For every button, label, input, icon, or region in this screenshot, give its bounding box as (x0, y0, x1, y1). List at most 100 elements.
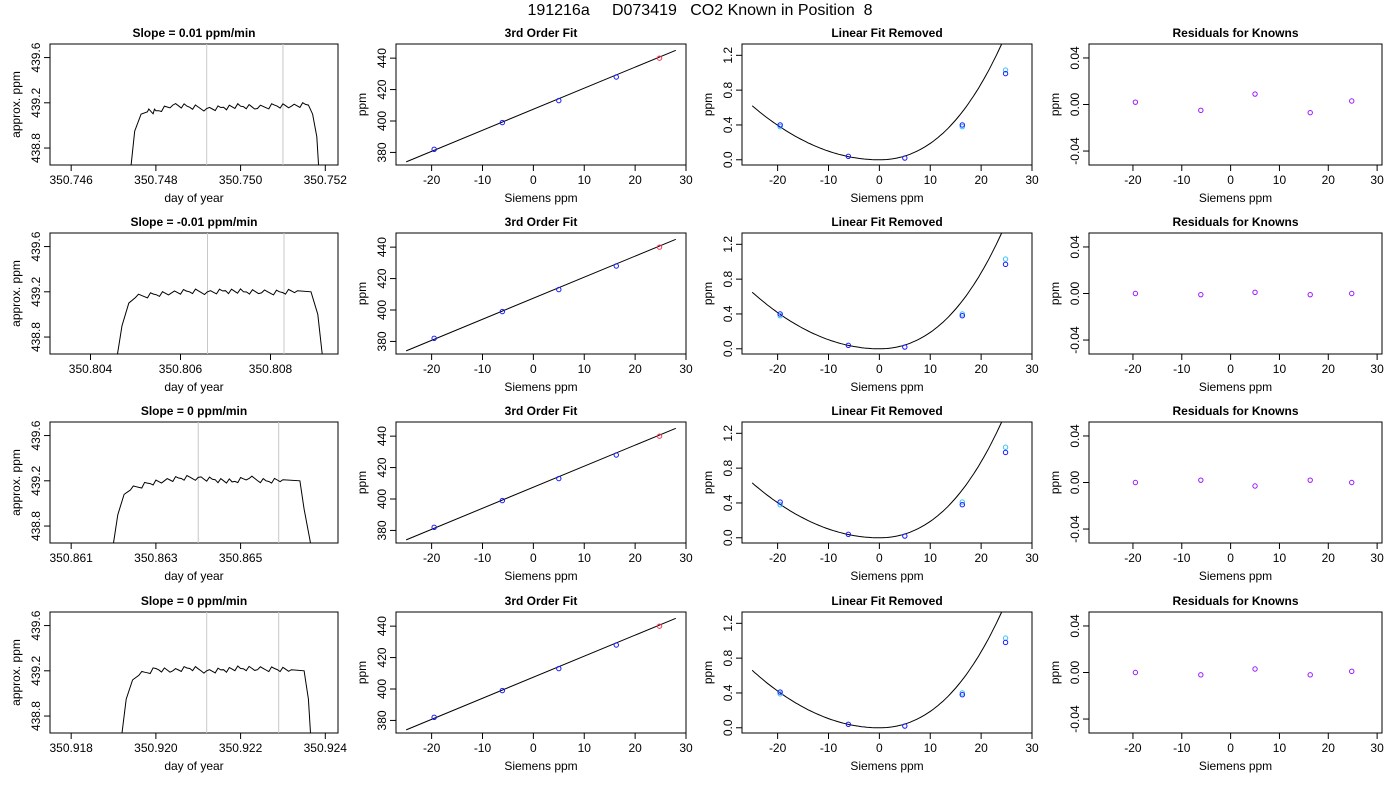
panel-2-timeseries-xlabel: day of year (164, 380, 223, 394)
panel-3-residuals-xtick-label: 30 (1370, 551, 1384, 565)
panel-2-linear_removed-xlabel: Siemens ppm (850, 380, 923, 394)
panel-1-linear_removed-point-alt (777, 123, 783, 130)
panel-4-residuals-ylabel: ppm (1048, 661, 1062, 684)
panel-3-residuals-point (1132, 479, 1139, 486)
panel-3-linear_removed-ytick-label: 0.4 (721, 494, 735, 511)
panel-1-linear_removed-xtick-label: 20 (974, 173, 988, 187)
panel-1-residuals-xtick-label: 30 (1370, 173, 1384, 187)
panel-2-timeseries-series-line (117, 288, 323, 354)
panel-4-timeseries-ytick-label: 439.6 (29, 610, 43, 640)
panel-4-residuals-point (1252, 666, 1258, 672)
panel-4-fit-xtick-label: 10 (578, 741, 592, 755)
panel-4-linear_removed-xlabel: Siemens ppm (850, 759, 923, 773)
panel-3-residuals-ytick-label: 0.00 (1068, 470, 1082, 494)
panel-1-residuals-xtick-label: 20 (1322, 173, 1336, 187)
panel-1-residuals-frame (1088, 43, 1383, 166)
panel-3-residuals-ytick-label: -0.04 (1068, 515, 1082, 543)
panel-4-residuals-xtick-label: 10 (1273, 741, 1287, 755)
panel-2-fit-title: 3rd Order Fit (505, 215, 578, 229)
panel-2-linear_removed-ytick-label: 0.4 (721, 305, 735, 322)
panel-3-linear_removed-point (777, 499, 783, 505)
panel-2-linear_removed-title: Linear Fit Removed (831, 215, 942, 229)
panel-1-residuals-xtick-label: -10 (1173, 173, 1191, 187)
panel-4-linear_removed-xtick-label: 0 (876, 741, 883, 755)
panel-1-fit-xtick-label: -20 (423, 173, 441, 187)
panel-3-residuals-xtick-label: 20 (1322, 551, 1336, 565)
panel-2-fit-ytick-label: 420 (375, 268, 389, 288)
panel-2-fit-fit-line (405, 238, 677, 352)
panel-4-fit-xtick-label: 0 (530, 741, 537, 755)
panel-4-timeseries-xtick-label: 350.918 (49, 741, 93, 755)
panel-1-linear_removed-ytick-label: 0.4 (721, 116, 735, 133)
panel-2-residuals-ytick-label: 0.00 (1068, 281, 1082, 305)
panel-1-residuals-xlabel: Siemens ppm (1199, 191, 1272, 205)
panel-2-linear_removed-point (777, 311, 783, 317)
panel-2-residuals-point (1132, 290, 1139, 297)
panel-3-fit-xtick-label: 10 (578, 551, 592, 565)
panel-4-timeseries-title: Slope = 0 ppm/min (141, 594, 247, 608)
panel-3-fit-point (556, 475, 562, 482)
panel-4-linear_removed-xtick-label: 30 (1025, 741, 1039, 755)
panel-1-linear_removed-ytick-label: 1.2 (721, 47, 735, 64)
panel-1-timeseries-xlabel: day of year (164, 191, 223, 205)
panel-4-linear_removed-ytick-label: 0.0 (721, 719, 735, 736)
panel-4-linear_removed-point (1002, 639, 1009, 646)
panel-1-fit-xtick-label: 10 (578, 173, 592, 187)
panel-1-fit-title: 3rd Order Fit (505, 26, 578, 40)
panel-3-fit-ylabel: ppm (355, 471, 369, 494)
panel-3-residuals-title: Residuals for Knowns (1172, 404, 1298, 418)
panel-2-fit-xtick-label: 10 (578, 362, 592, 376)
panel-4-fit-fit-line (405, 617, 677, 731)
panel-1-fit-ytick-label: 380 (375, 142, 389, 162)
panel-4-linear_removed-ylabel: ppm (701, 661, 715, 684)
panel-4-linear_removed-xtick-label: 10 (924, 741, 938, 755)
panel-3-residuals-point (1252, 483, 1258, 489)
panel-3-fit-xtick-label: -10 (474, 551, 492, 565)
panel-1-linear_removed-point-alt (959, 123, 965, 130)
panel-1-linear_removed-xtick-label: -20 (769, 173, 787, 187)
panel-2-residuals-ytick-label: -0.04 (1068, 326, 1082, 354)
panel-4-fit-frame (395, 611, 687, 734)
panel-3-linear_removed-point-alt (1002, 444, 1009, 450)
panel-1-fit-ytick-label: 420 (375, 79, 389, 99)
panel-3-fit-ytick-label: 380 (375, 520, 389, 540)
panel-2-fit-ylabel: ppm (355, 282, 369, 305)
panel-1-residuals-point (1252, 91, 1258, 97)
panel-4-linear_removed-ytick-label: 0.4 (721, 684, 735, 701)
panel-2-timeseries-ytick-label: 439.6 (29, 231, 43, 261)
panel-4-timeseries-xtick-label: 350.924 (304, 741, 348, 755)
panel-4-residuals-xtick-label: 0 (1227, 741, 1234, 755)
panel-2-residuals-xtick-label: -20 (1124, 362, 1142, 376)
panel-1-residuals-point (1349, 98, 1355, 104)
panel-1-fit-point (656, 55, 663, 61)
panel-2-timeseries-xtick-label: 350.806 (159, 362, 203, 376)
panel-1-residuals-ytick-label: 0.00 (1068, 92, 1082, 116)
panel-2-linear_removed-point-alt (777, 312, 783, 319)
panel-4-residuals-ytick-label: 0.00 (1068, 660, 1082, 684)
panel-3-linear_removed-point (902, 533, 908, 539)
panel-2-linear_removed-frame (741, 232, 1033, 355)
panel-4-linear_removed-title: Linear Fit Removed (831, 594, 942, 608)
panel-4-linear_removed-ytick-label: 0.8 (721, 649, 735, 666)
panel-4-residuals-point (1132, 669, 1139, 676)
panel-4-linear_removed-fit-curve (751, 612, 1003, 729)
panel-2-residuals-point (1307, 291, 1313, 298)
panel-3-residuals-ytick-label: 0.04 (1068, 424, 1082, 448)
panel-2-fit-point (499, 308, 506, 315)
panel-3-fit-ytick-label: 440 (375, 426, 389, 446)
panel-4-fit-point (499, 687, 506, 694)
panel-4-fit-xlabel: Siemens ppm (504, 759, 577, 773)
panel-3-timeseries-title: Slope = 0 ppm/min (141, 404, 247, 418)
panel-3-fit-xlabel: Siemens ppm (504, 569, 577, 583)
panel-1-residuals-ylabel: ppm (1048, 93, 1062, 116)
panel-2-timeseries-ylabel: approx. ppm (9, 260, 23, 327)
panel-2-fit-point (431, 335, 437, 341)
panel-2-fit-point (613, 263, 619, 269)
panel-2-linear_removed-xtick-label: -10 (820, 362, 838, 376)
panel-1-fit-xlabel: Siemens ppm (504, 191, 577, 205)
panel-4-linear_removed-point (902, 723, 908, 729)
panel-3-residuals-point (1307, 477, 1313, 483)
panel-1-residuals-ytick-label: 0.04 (1068, 46, 1082, 70)
panel-2-linear_removed-point (902, 344, 908, 350)
panel-3-fit-fit-line (405, 427, 677, 541)
